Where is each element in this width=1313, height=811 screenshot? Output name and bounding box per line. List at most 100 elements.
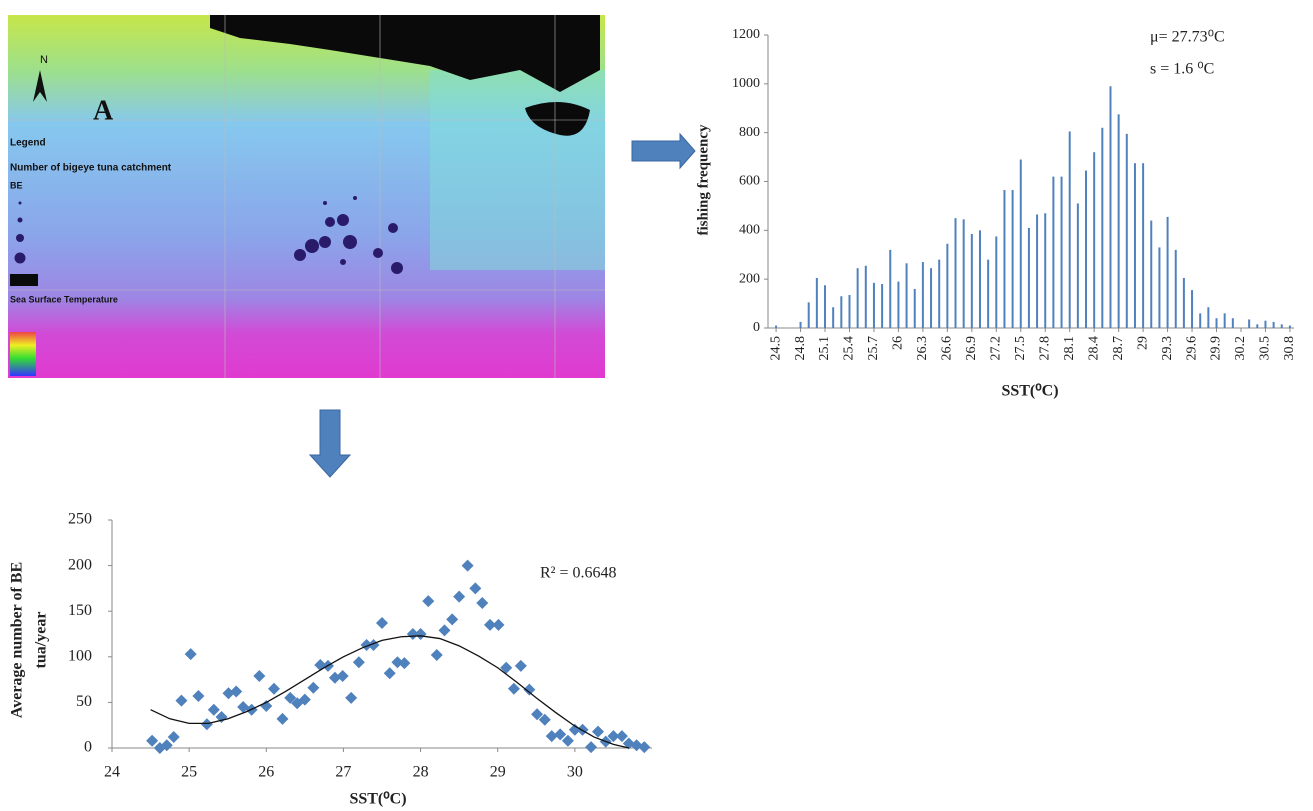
x-tick-label: 30.5 bbox=[1258, 336, 1273, 361]
arrow-right bbox=[631, 132, 696, 170]
bar bbox=[1060, 176, 1063, 328]
bar bbox=[1133, 163, 1136, 328]
point bbox=[307, 681, 320, 694]
map-grid bbox=[8, 15, 605, 378]
bar bbox=[864, 265, 867, 328]
point bbox=[484, 618, 496, 631]
bar bbox=[1158, 247, 1161, 328]
point bbox=[607, 730, 620, 743]
point bbox=[422, 595, 435, 608]
point bbox=[345, 691, 358, 704]
point bbox=[545, 730, 558, 743]
point bbox=[146, 734, 159, 747]
trendline bbox=[150, 635, 630, 749]
bar bbox=[840, 296, 843, 328]
bar bbox=[987, 259, 990, 328]
x-tick-label: 29.3 bbox=[1160, 336, 1175, 361]
bar bbox=[1076, 203, 1079, 328]
bar bbox=[775, 325, 778, 328]
point bbox=[568, 723, 581, 736]
bar bbox=[1085, 170, 1088, 328]
point bbox=[406, 628, 419, 640]
point bbox=[336, 669, 349, 682]
legend-colorbar bbox=[10, 332, 36, 376]
point bbox=[561, 734, 574, 747]
bar bbox=[1101, 127, 1104, 329]
map-panel: A N Legend Number of bigeye tuna catchme… bbox=[8, 15, 605, 378]
point bbox=[430, 648, 443, 661]
annotation: μ= 27.73⁰C bbox=[1150, 29, 1225, 46]
x-tick-label: 25.4 bbox=[842, 336, 857, 361]
point bbox=[298, 693, 311, 706]
bar bbox=[995, 236, 998, 328]
point bbox=[592, 725, 604, 738]
point bbox=[383, 667, 396, 680]
x-tick-label: 24 bbox=[104, 764, 120, 781]
bar bbox=[881, 284, 884, 328]
bar bbox=[1223, 313, 1226, 328]
bar bbox=[1093, 152, 1096, 328]
x-tick-label: 28.4 bbox=[1086, 336, 1101, 361]
x-tick-label: 27.8 bbox=[1037, 336, 1052, 361]
bar bbox=[1248, 319, 1251, 328]
point bbox=[585, 741, 598, 754]
bar bbox=[807, 302, 810, 328]
x-tick-label: 27 bbox=[335, 764, 351, 781]
bar bbox=[1003, 190, 1006, 328]
y-tick-label: 150 bbox=[68, 602, 92, 619]
y-tick-label: 200 bbox=[68, 556, 92, 573]
x-tick-label: 29 bbox=[490, 764, 506, 781]
bar bbox=[1019, 159, 1022, 328]
point bbox=[230, 685, 243, 698]
y-tick-label: 0 bbox=[753, 320, 760, 335]
x-tick-label: 26 bbox=[258, 764, 274, 781]
y-tick-label: 800 bbox=[739, 125, 760, 140]
x-tick-label: 29.9 bbox=[1209, 336, 1224, 361]
bar bbox=[1264, 320, 1267, 328]
annotation: s = 1.6 ⁰C bbox=[1150, 61, 1214, 78]
bar bbox=[1036, 214, 1039, 328]
y-tick-label: 600 bbox=[739, 174, 760, 189]
point bbox=[253, 669, 266, 682]
x-tick-label: 27.2 bbox=[989, 336, 1004, 361]
x-tick-label: 25 bbox=[181, 764, 197, 781]
bar bbox=[832, 307, 835, 328]
point bbox=[538, 713, 551, 726]
x-axis-label: SST(⁰C) bbox=[1001, 383, 1058, 400]
point bbox=[523, 683, 536, 696]
point bbox=[414, 628, 427, 640]
legend-sst: Sea Surface Temperature bbox=[10, 294, 118, 304]
x-tick-label: 26 bbox=[891, 336, 906, 350]
bar bbox=[921, 262, 924, 328]
x-axis-label: SST(⁰C) bbox=[349, 791, 406, 808]
y-tick-label: 200 bbox=[739, 271, 760, 286]
bar bbox=[856, 268, 859, 328]
bar bbox=[1117, 114, 1120, 329]
point bbox=[554, 728, 567, 741]
legend-land bbox=[10, 274, 38, 286]
annotation: R² = 0.6648 bbox=[540, 565, 617, 582]
bar bbox=[905, 263, 908, 328]
bar bbox=[1256, 324, 1259, 328]
y-tick-label: 100 bbox=[68, 647, 92, 664]
bar bbox=[970, 233, 973, 328]
y-tick-label: 1200 bbox=[732, 27, 760, 42]
bar bbox=[1191, 290, 1194, 328]
legend-title: Legend bbox=[10, 138, 46, 149]
legend-symbols bbox=[14, 201, 26, 264]
point bbox=[200, 718, 213, 731]
y-axis-label: tua/year bbox=[33, 612, 50, 669]
x-tick-label: 28.1 bbox=[1062, 336, 1077, 361]
y-tick-label: 50 bbox=[76, 693, 92, 710]
bar bbox=[1280, 324, 1283, 328]
bar bbox=[1288, 325, 1291, 328]
bar bbox=[848, 295, 851, 328]
x-tick-label: 26.3 bbox=[915, 336, 930, 361]
bar bbox=[1044, 213, 1047, 328]
bar bbox=[913, 288, 916, 328]
point bbox=[469, 582, 482, 595]
bar bbox=[1215, 318, 1218, 328]
arrow-down bbox=[308, 409, 352, 478]
y-tick-label: 250 bbox=[68, 511, 92, 528]
